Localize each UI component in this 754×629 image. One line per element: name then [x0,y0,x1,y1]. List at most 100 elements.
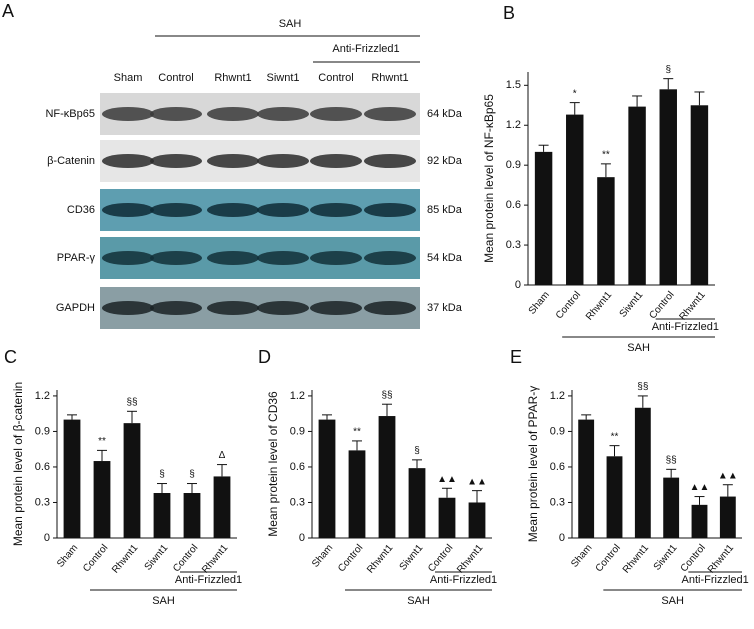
significance-mark: ▲▲ [718,470,738,481]
bar [659,89,677,286]
x-tick-label: Control [426,543,455,575]
y-tick-label: 0.3 [290,496,305,508]
significance-mark: ▲▲ [690,482,710,493]
significance-mark: ** [602,149,610,160]
significance-mark: ▲▲ [437,474,457,485]
blot-band [310,203,362,217]
bar [534,151,553,285]
bar [63,419,81,538]
significance-mark: § [665,64,671,75]
significance-mark: § [414,445,420,456]
x-tick-label: Control [554,290,583,322]
bar [663,477,680,538]
significance-mark: § [159,469,165,480]
y-tick-label: 0 [515,279,521,291]
lane-label: Control [158,72,193,84]
significance-mark: ** [98,436,106,447]
y-axis-label: Mean protein level of β-catenin [11,382,25,546]
bar [597,177,615,285]
subgroup-label: Anti-Frizzled1 [175,574,242,586]
x-tick-label: Rhwnt1 [621,542,652,575]
y-tick-label: 1.2 [290,390,305,402]
blot-band [150,154,202,168]
row-label: CD36 [67,204,95,216]
x-tick-label: Control [336,543,365,575]
significance-mark: § [189,469,195,480]
y-tick-label: 0.9 [290,425,305,437]
blot-band [364,154,416,168]
row-size: 64 kDa [427,108,463,120]
y-tick-label: 0.3 [35,496,50,508]
row-label: PPAR-γ [57,252,96,264]
blot-band [257,301,309,315]
x-tick-label: Sham [55,543,80,570]
blot-band [150,301,202,315]
x-tick-label: Sham [527,290,552,317]
blot-band [207,107,259,121]
bar [123,423,141,538]
group-label: SAH [279,18,302,30]
y-tick-label: 0.9 [35,425,50,437]
blot-band [207,154,259,168]
bar [93,461,111,538]
x-tick-label: Rhwnt1 [455,542,486,575]
blot-band [150,203,202,217]
y-axis-label: Mean protein level of CD36 [266,391,280,537]
blot-band [257,107,309,121]
lane-label: Control [318,72,353,84]
bar [719,496,736,538]
y-tick-label: 0 [299,532,305,544]
row-size: 54 kDa [427,252,463,264]
x-tick-label: Control [171,543,200,575]
y-tick-label: 1.2 [550,390,565,402]
lane-label: Sham [114,72,143,84]
group-label: SAH [661,595,684,607]
significance-mark: * [573,88,577,99]
group-label: SAH [627,342,650,354]
bar [153,493,171,538]
group-label: SAH [407,595,430,607]
panel-label: E [510,347,522,367]
blot-band [207,251,259,265]
significance-mark: ▲▲ [467,476,487,487]
blot-band [150,251,202,265]
bar [690,105,709,285]
bar [634,407,651,538]
bar [468,502,486,538]
row-label: β-Catenin [47,155,95,167]
bar [578,419,595,538]
significance-mark: §§ [637,382,648,393]
x-tick-label: Rhwnt1 [706,542,737,575]
blot-band [102,107,154,121]
x-tick-label: Control [81,543,110,575]
panel-label: D [258,347,271,367]
blot-band [102,251,154,265]
x-tick-label: Rhwnt1 [110,542,141,575]
x-tick-label: Rhwnt1 [584,289,615,322]
y-tick-label: 0.3 [506,239,521,251]
x-tick-label: Sham [310,543,335,570]
significance-mark: §§ [666,455,677,466]
y-tick-label: 0.6 [550,461,565,473]
bar [628,106,646,285]
blot-band [257,203,309,217]
y-tick-label: 0.6 [35,461,50,473]
blot-band [257,251,309,265]
bar [566,114,584,285]
x-tick-label: Siwnt1 [652,542,680,572]
row-size: 92 kDa [427,155,463,167]
lane-label: Rhwnt1 [371,72,408,84]
bar [213,476,231,538]
blot-band [310,107,362,121]
blot-band [310,251,362,265]
x-tick-label: Siwnt1 [398,542,426,572]
blot-band [102,301,154,315]
bar [408,468,426,538]
y-axis-label: Mean protein level of PPAR-γ [526,386,540,543]
y-axis-label: Mean protein level of NF-κBp65 [482,94,496,263]
blot-band [150,107,202,121]
y-tick-label: 1.2 [35,390,50,402]
y-tick-label: 0.6 [290,461,305,473]
blot-band [102,203,154,217]
bar [318,419,336,538]
